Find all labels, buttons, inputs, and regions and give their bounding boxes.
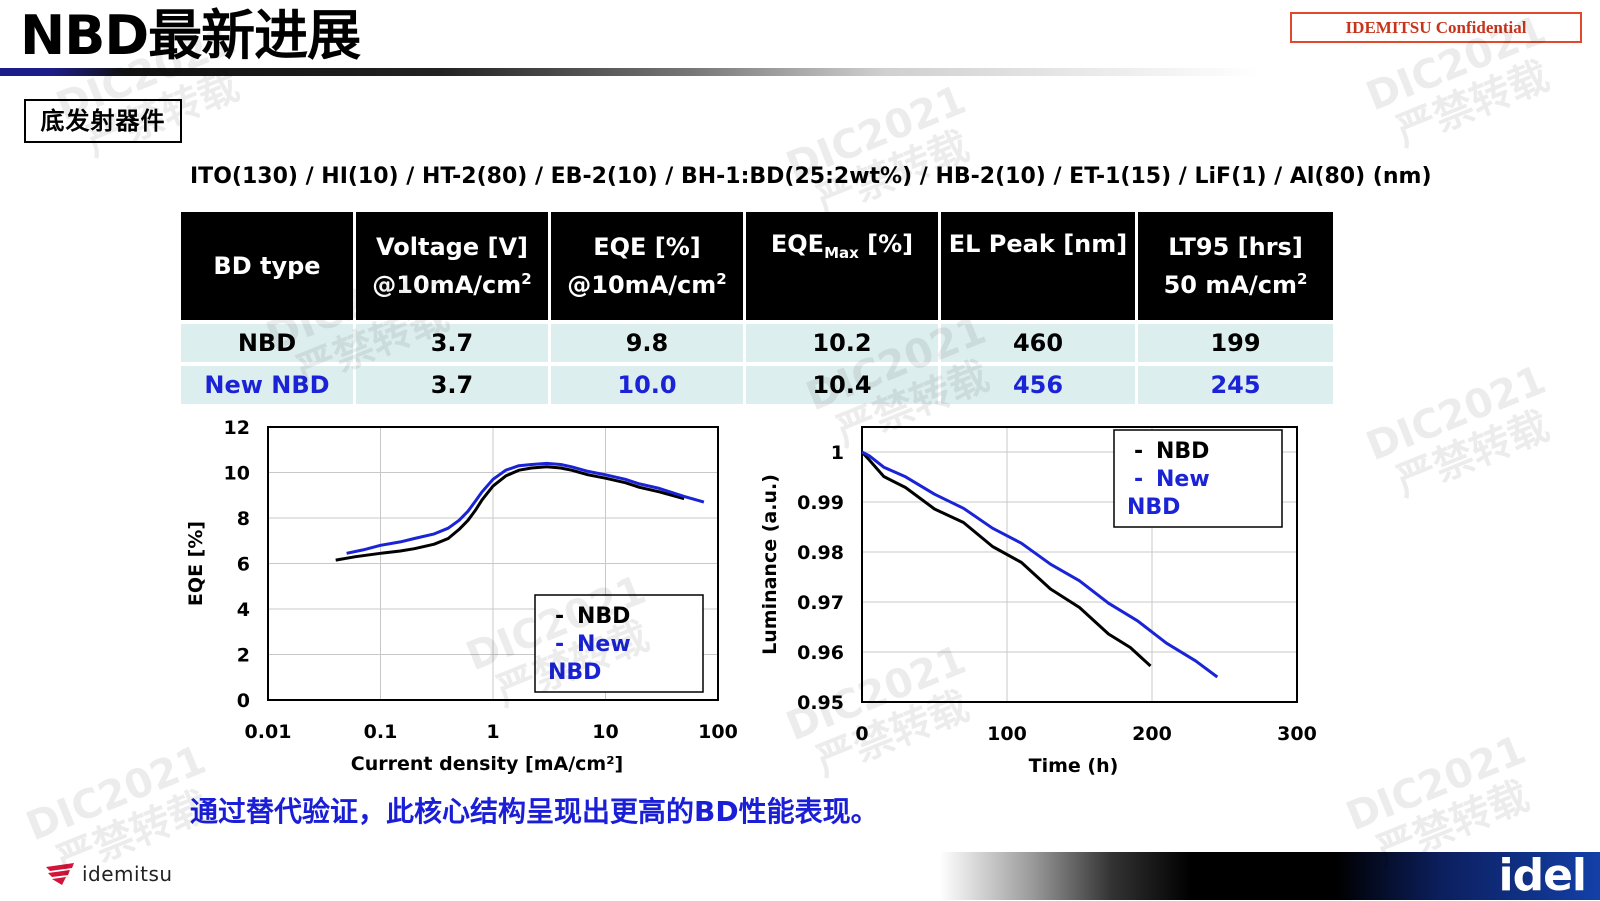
row-lt95: 199 (1138, 320, 1333, 362)
y-tick-label: 10 (224, 463, 250, 485)
y-axis-label: Luminance (a.u.) (759, 474, 781, 655)
brand: idemitsu (44, 860, 173, 888)
legend-marker-new-nbd: - (555, 632, 564, 657)
row-el-peak: 456 (941, 362, 1135, 404)
legend-marker-nbd: - (555, 604, 564, 629)
idemitsu-logo-icon (46, 863, 74, 885)
legend-label-new: New (1156, 467, 1210, 492)
x-tick-label: 200 (1132, 723, 1172, 745)
x-tick-label: 1 (486, 721, 499, 743)
legend-box (534, 594, 704, 693)
device-structure: ITO(130) / HI(10) / HT-2(80) / EB-2(10) … (190, 164, 1432, 189)
x-tick-label: 100 (698, 721, 738, 743)
y-tick-label: 0.95 (797, 692, 844, 714)
row-name: New NBD (181, 362, 353, 404)
row-voltage: 3.7 (356, 362, 548, 404)
footer-logo: idel (1498, 850, 1587, 901)
x-tick-label: 100 (987, 723, 1027, 745)
x-tick-label: 300 (1277, 723, 1317, 745)
row-lt95: 245 (1138, 362, 1333, 404)
legend-label-nbd: NBD (577, 604, 630, 629)
row-eqe: 9.8 (551, 320, 743, 362)
y-tick-label: 0.96 (797, 642, 844, 664)
x-tick-label: 0 (855, 723, 868, 745)
brand-name: idemitsu (82, 862, 173, 886)
series-line-nbd (860, 450, 1152, 668)
x-axis-label: Time (h) (1029, 755, 1119, 777)
header-eqe-max: EQEMax [%] (746, 212, 938, 320)
header-lt95: LT95 [hrs] 50 mA/cm2 (1138, 212, 1333, 320)
performance-table: BD type Voltage [V] @10mA/cm2 EQE [%] @1… (178, 212, 1336, 404)
legend-marker-new-nbd: - (1134, 467, 1143, 492)
legend-label-new: New (577, 632, 631, 657)
header-eqe: EQE [%] @10mA/cm2 (551, 212, 743, 320)
table-header-row: BD type Voltage [V] @10mA/cm2 EQE [%] @1… (181, 212, 1333, 320)
y-tick-label: 0 (237, 690, 250, 712)
header-bd-type: BD type (181, 212, 353, 320)
y-tick-label: 8 (237, 508, 250, 530)
plot-frame (861, 426, 1298, 703)
table-row: NBD 3.7 9.8 10.2 460 199 (181, 320, 1333, 362)
row-eqe-max: 10.4 (746, 362, 938, 404)
y-tick-label: 12 (224, 417, 250, 439)
y-tick-label: 0.97 (797, 592, 844, 614)
y-tick-label: 0.98 (797, 542, 844, 564)
title-underline (0, 68, 1260, 76)
section-label: 底发射器件 (24, 99, 182, 143)
x-axis-label: Current density [mA/cm²] (351, 753, 623, 775)
footer-bar (940, 852, 1600, 900)
header-voltage: Voltage [V] @10mA/cm2 (356, 212, 548, 320)
legend-label-new-nbd: NBD (548, 660, 601, 685)
x-tick-label: 10 (592, 721, 618, 743)
y-tick-label: 6 (237, 554, 250, 576)
series-line-new-nbd (861, 450, 1219, 679)
x-tick-label: 0.1 (364, 721, 398, 743)
x-tick-label: 0.01 (245, 721, 292, 743)
legend-label-nbd: NBD (1156, 439, 1209, 464)
y-tick-label: 4 (237, 599, 250, 621)
confidential-badge: IDEMITSU Confidential (1290, 12, 1582, 43)
legend-marker-nbd: - (1134, 439, 1143, 464)
y-axis-label: EQE [%] (185, 521, 207, 606)
y-tick-label: 1 (831, 442, 844, 464)
y-tick-label: 2 (237, 645, 250, 667)
series-line-new-nbd (346, 461, 705, 555)
table-row: New NBD 3.7 10.0 10.4 456 245 (181, 362, 1333, 404)
legend-label-new-nbd: NBD (1127, 495, 1180, 520)
conclusion-text: 通过替代验证，此核心结构呈现出更高的BD性能表现。 (190, 795, 879, 828)
series-line-nbd (335, 465, 685, 562)
row-el-peak: 460 (941, 320, 1135, 362)
page-title: NBD最新进展 (20, 4, 361, 67)
plot-frame (267, 426, 719, 701)
row-eqe-max: 10.2 (746, 320, 938, 362)
row-eqe: 10.0 (551, 362, 743, 404)
legend-box (1113, 429, 1283, 528)
header-el-peak: EL Peak [nm] (941, 212, 1135, 320)
row-voltage: 3.7 (356, 320, 548, 362)
row-name: NBD (181, 320, 353, 362)
y-tick-label: 0.99 (797, 492, 844, 514)
